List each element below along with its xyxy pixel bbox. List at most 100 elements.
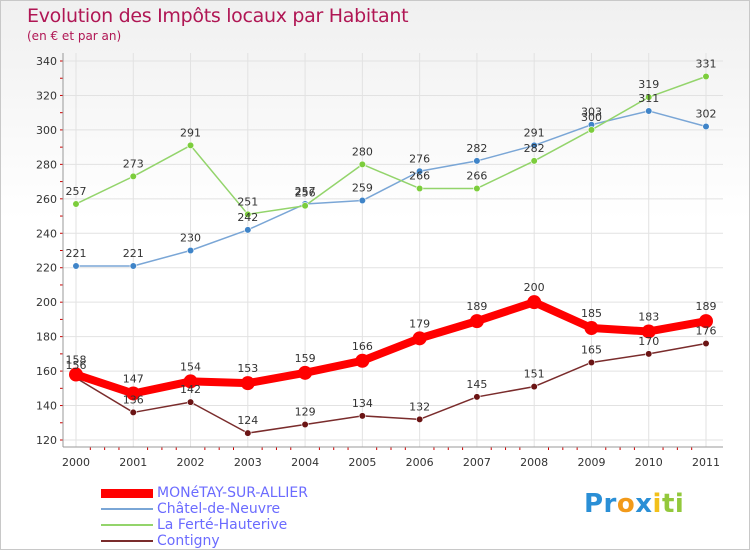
y-tick-label: 260 bbox=[36, 193, 57, 206]
data-point bbox=[129, 172, 137, 181]
data-label: 183 bbox=[638, 310, 659, 323]
data-point bbox=[469, 314, 484, 329]
data-point bbox=[183, 374, 198, 389]
data-label: 230 bbox=[180, 232, 201, 245]
data-point bbox=[358, 412, 366, 420]
data-label: 242 bbox=[237, 211, 258, 224]
data-label: 257 bbox=[66, 185, 87, 198]
y-tick-label: 200 bbox=[36, 296, 57, 309]
data-point bbox=[69, 367, 83, 382]
data-label: 158 bbox=[66, 354, 87, 367]
data-label: 280 bbox=[352, 145, 373, 158]
data-point bbox=[473, 184, 481, 193]
data-point bbox=[530, 157, 538, 165]
logo-letter: ti bbox=[661, 489, 685, 519]
x-tick-label: 2007 bbox=[463, 456, 491, 469]
series-line-1 bbox=[75, 110, 707, 267]
data-point bbox=[416, 184, 424, 193]
data-point bbox=[645, 350, 653, 358]
proxiti-logo: Proxiti bbox=[584, 489, 684, 519]
data-label: 259 bbox=[352, 182, 373, 195]
data-point bbox=[641, 324, 656, 339]
data-point bbox=[301, 202, 309, 210]
data-point bbox=[530, 382, 538, 391]
data-point bbox=[186, 246, 195, 255]
y-tick-label: 180 bbox=[36, 331, 57, 344]
data-label: 319 bbox=[638, 78, 659, 91]
x-tick-label: 2004 bbox=[291, 456, 319, 469]
data-point bbox=[186, 141, 195, 150]
legend-swatch bbox=[101, 508, 153, 510]
logo-letter: i bbox=[652, 489, 662, 519]
legend-label: La Ferté-Hauterive bbox=[157, 517, 288, 533]
data-point bbox=[244, 226, 252, 234]
data-point bbox=[358, 160, 366, 168]
data-label: 257 bbox=[295, 185, 316, 198]
logo-letter: Pr bbox=[584, 489, 617, 519]
data-label: 276 bbox=[409, 152, 430, 165]
data-point bbox=[702, 72, 710, 81]
x-tick-label: 2006 bbox=[406, 456, 434, 469]
data-label: 302 bbox=[696, 107, 717, 120]
data-point bbox=[298, 365, 313, 380]
data-label: 153 bbox=[237, 362, 258, 375]
data-label: 282 bbox=[524, 142, 545, 155]
data-point bbox=[699, 314, 713, 329]
data-label: 266 bbox=[409, 169, 430, 182]
data-point bbox=[416, 415, 424, 423]
x-tick-label: 2010 bbox=[635, 456, 663, 469]
data-label: 303 bbox=[581, 106, 602, 119]
data-point bbox=[587, 358, 596, 367]
x-tick-label: 2009 bbox=[577, 456, 605, 469]
data-point bbox=[244, 429, 252, 437]
data-label: 300 bbox=[581, 111, 602, 124]
data-point bbox=[129, 408, 137, 417]
data-label: 266 bbox=[466, 169, 487, 182]
data-point bbox=[527, 295, 542, 310]
data-label: 166 bbox=[352, 340, 373, 353]
data-point bbox=[473, 393, 481, 401]
legend-swatch bbox=[101, 524, 153, 526]
data-label: 176 bbox=[696, 325, 717, 338]
legend-label: Châtel-de-Neuvre bbox=[157, 501, 281, 517]
data-label: 291 bbox=[524, 126, 545, 139]
data-label: 291 bbox=[180, 126, 201, 139]
data-label: 185 bbox=[581, 307, 602, 320]
data-point bbox=[186, 398, 195, 406]
y-tick-label: 300 bbox=[36, 124, 57, 137]
data-point bbox=[702, 339, 710, 348]
data-point bbox=[129, 262, 137, 270]
data-label: 179 bbox=[409, 317, 430, 330]
legend-swatch bbox=[101, 488, 153, 498]
data-label: 154 bbox=[180, 360, 201, 373]
data-point bbox=[473, 157, 481, 165]
x-tick-label: 2001 bbox=[119, 456, 147, 469]
data-label: 165 bbox=[581, 343, 602, 356]
logo-letter: x bbox=[635, 489, 653, 519]
data-label: 189 bbox=[466, 300, 487, 313]
data-label: 151 bbox=[524, 368, 545, 381]
data-label: 331 bbox=[696, 58, 717, 71]
y-tick-label: 120 bbox=[36, 434, 57, 447]
y-tick-label: 220 bbox=[36, 262, 57, 275]
legend-label: MONéTAY-SUR-ALLIER bbox=[157, 485, 308, 501]
data-label: 200 bbox=[524, 281, 545, 294]
data-point bbox=[301, 420, 309, 429]
x-tick-label: 2003 bbox=[234, 456, 262, 469]
series-line-2 bbox=[75, 75, 707, 216]
x-tick-label: 2011 bbox=[692, 456, 720, 469]
x-tick-label: 2000 bbox=[62, 456, 90, 469]
chart-title: Evolution des Impôts locaux par Habitant bbox=[27, 5, 409, 27]
data-label: 124 bbox=[237, 414, 258, 427]
legend-label: Contigny bbox=[157, 533, 220, 549]
data-point bbox=[645, 93, 653, 101]
data-point bbox=[587, 126, 596, 134]
data-label: 147 bbox=[123, 372, 144, 385]
data-label: 145 bbox=[466, 378, 487, 391]
data-label: 129 bbox=[295, 405, 316, 418]
data-point bbox=[416, 167, 424, 175]
y-tick-label: 160 bbox=[36, 365, 57, 378]
data-label: 170 bbox=[638, 335, 659, 348]
data-label: 251 bbox=[237, 195, 258, 208]
data-point bbox=[240, 376, 255, 391]
